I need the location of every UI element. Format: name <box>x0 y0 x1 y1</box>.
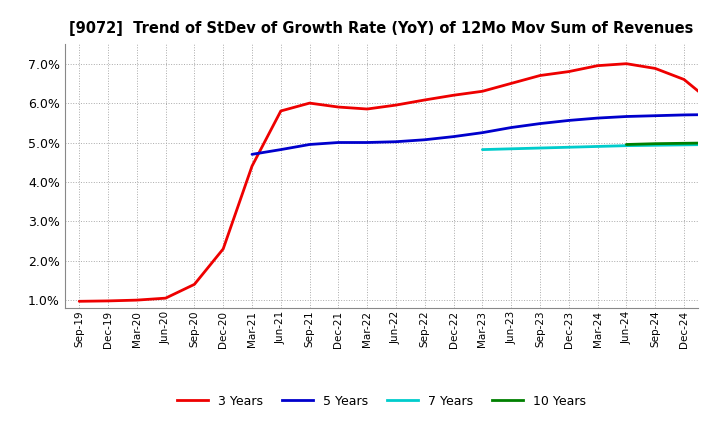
Title: [9072]  Trend of StDev of Growth Rate (YoY) of 12Mo Mov Sum of Revenues: [9072] Trend of StDev of Growth Rate (Yo… <box>69 21 694 36</box>
Legend: 3 Years, 5 Years, 7 Years, 10 Years: 3 Years, 5 Years, 7 Years, 10 Years <box>172 390 591 413</box>
